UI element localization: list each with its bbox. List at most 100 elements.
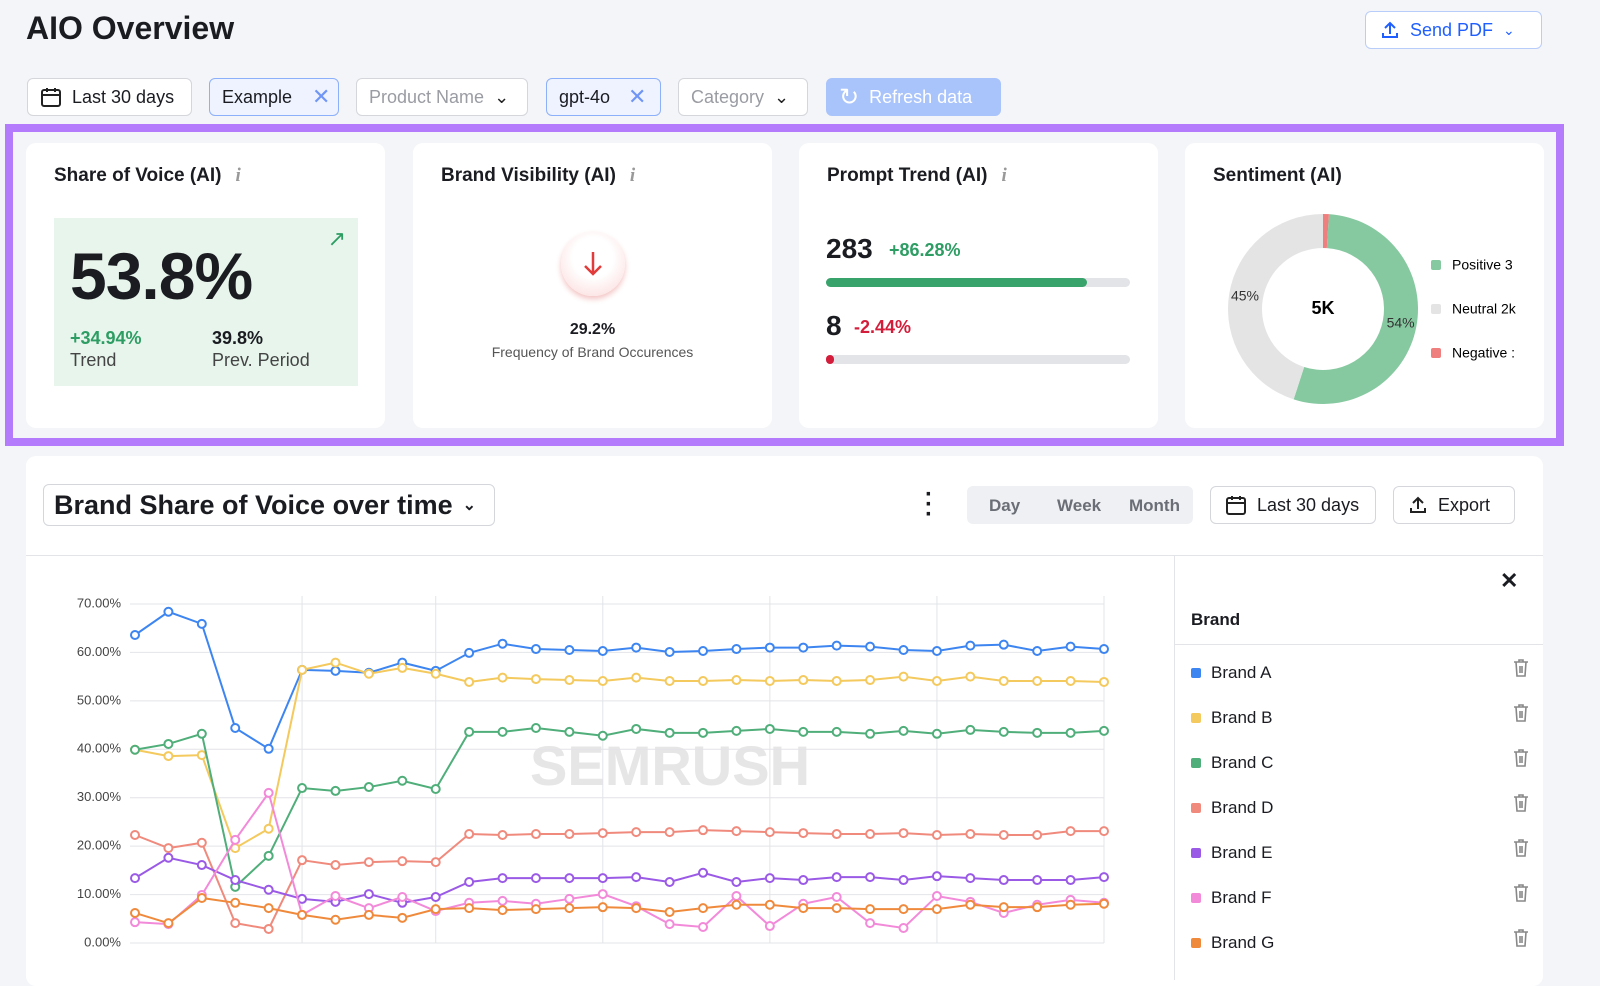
sentiment-chart: 54% Positive 3 45% Neutral 2k Negative : 5K (1228, 214, 1517, 404)
legend-title: Brand (1191, 610, 1241, 629)
data-point (764, 921, 775, 932)
previous-value: 39.8% (212, 328, 264, 348)
data-point (263, 850, 274, 861)
data-point (931, 645, 942, 656)
data-point (464, 829, 475, 840)
delete-icon[interactable] (1511, 792, 1531, 814)
model-filter[interactable]: gpt-4o ✕ (546, 78, 661, 116)
month-option[interactable]: Month (1129, 496, 1180, 515)
close-button[interactable]: ✕ (1500, 568, 1519, 593)
sentiment-card: Sentiment (AI) 54% Positive 3 45% Neutral 2… (1185, 143, 1544, 428)
product-filter[interactable]: Product Name ⌄ (356, 78, 528, 116)
legend-entry[interactable]: Brand E (1175, 830, 1543, 875)
legend-entry[interactable]: Brand F (1175, 875, 1543, 920)
data-point (831, 640, 842, 651)
delete-icon[interactable] (1511, 837, 1531, 859)
data-point (397, 891, 408, 902)
delete-icon[interactable] (1511, 882, 1531, 904)
card-title: Prompt Trend (AI) i (827, 165, 1007, 186)
data-point (330, 860, 341, 871)
chart-title: Brand Share of Voice over time (54, 489, 453, 520)
data-point (698, 645, 709, 656)
data-point (130, 873, 140, 884)
data-point (698, 727, 709, 738)
date-filter[interactable]: Last 30 days (27, 78, 192, 116)
data-point (263, 787, 274, 798)
legend-entry[interactable]: Brand C (1175, 740, 1543, 785)
data-point (597, 676, 608, 687)
data-point (831, 726, 842, 737)
legend-entry[interactable]: Brand D (1175, 785, 1543, 830)
data-point (865, 872, 876, 883)
data-point (464, 676, 475, 687)
data-point (898, 922, 909, 933)
delete-icon[interactable] (1511, 702, 1531, 724)
data-point (163, 606, 174, 617)
data-point (1032, 676, 1043, 687)
data-point (297, 855, 308, 866)
data-point (631, 827, 642, 838)
legend-entry[interactable]: Brand B (1175, 695, 1543, 740)
data-point (798, 642, 809, 653)
week-option[interactable]: Week (1057, 496, 1102, 515)
delete-icon[interactable] (1511, 747, 1531, 769)
data-point (530, 829, 541, 840)
chart-date-button[interactable]: Last 30 days (1210, 486, 1376, 524)
card-title: Share of Voice (AI) i (54, 165, 241, 186)
data-point (464, 647, 475, 658)
data-point (597, 902, 608, 913)
data-point (764, 899, 775, 910)
data-point (731, 826, 742, 837)
data-point (764, 642, 775, 653)
refresh-button[interactable]: ↻ Refresh data (826, 78, 1001, 116)
data-point (597, 828, 608, 839)
send-pdf-button[interactable]: Send PDF ⌄ (1365, 11, 1542, 49)
data-point (631, 903, 642, 914)
legend-label: Brand D (1211, 797, 1274, 817)
y-tick-label: 60.00% (77, 644, 122, 659)
export-button[interactable]: Export (1393, 486, 1515, 524)
data-point (163, 918, 174, 929)
data-point (731, 876, 742, 887)
chart-title-dropdown[interactable]: Brand Share of Voice over time ⌄ (43, 484, 495, 526)
legend-swatch (1191, 937, 1201, 948)
y-tick-label: 20.00% (77, 838, 122, 853)
delete-icon[interactable] (1511, 927, 1531, 949)
delete-icon[interactable] (1511, 657, 1531, 679)
data-point (664, 676, 675, 687)
data-point (631, 872, 642, 883)
day-option[interactable]: Day (989, 496, 1021, 515)
data-point (831, 891, 842, 902)
data-point (363, 782, 374, 793)
data-point (698, 825, 709, 836)
data-point (831, 872, 842, 883)
data-point (1099, 872, 1109, 883)
data-point (965, 640, 976, 651)
data-point (898, 725, 909, 736)
data-point (1032, 902, 1043, 913)
data-point (497, 873, 508, 884)
data-point (564, 726, 575, 737)
more-menu[interactable]: · · · (925, 481, 933, 528)
data-point (1099, 898, 1109, 909)
data-point (664, 876, 675, 887)
data-point (330, 657, 341, 668)
donut-segment (1323, 214, 1329, 249)
legend-entry[interactable]: Brand A (1175, 650, 1543, 695)
data-point (430, 904, 441, 915)
data-point (196, 892, 207, 903)
category-filter[interactable]: Category ⌄ (678, 78, 808, 116)
data-point (597, 730, 608, 741)
data-point (898, 828, 909, 839)
y-tick-label: 40.00% (77, 741, 122, 756)
down-icon (561, 232, 625, 296)
data-point (664, 827, 675, 838)
product-filter-label: Product Name (369, 86, 485, 107)
card-title-text: Share of Voice (AI) (54, 165, 222, 186)
data-point (363, 889, 374, 900)
legend-entry[interactable]: Brand G (1175, 920, 1543, 965)
progress-bar (826, 278, 1088, 287)
divider (26, 555, 1543, 556)
data-point (898, 645, 909, 656)
project-filter[interactable]: Example ✕ (209, 78, 339, 116)
